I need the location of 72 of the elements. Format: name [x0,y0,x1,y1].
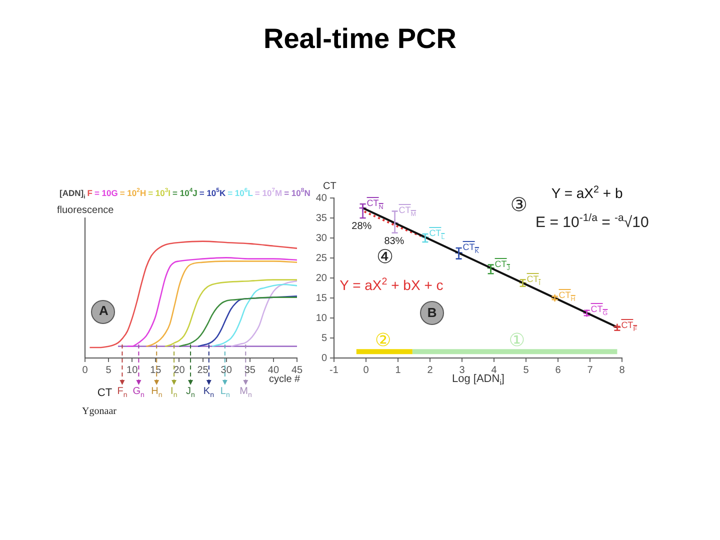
text: = 10$^{4}$J [172,188,198,198]
y-tick-label: 0 [321,352,328,364]
text: = 10$^{2}$H [120,188,146,198]
ref-line-label: J$_{n}$ [186,386,195,399]
x-tick-label: 0 [82,364,88,376]
x-tick-label: 1 [395,364,402,376]
text: F [87,188,92,198]
x-tick-label: 25 [197,364,209,376]
y-tick-label: 10 [316,312,328,324]
ref-line-label: M$_{n}$ [240,386,252,399]
series-label: CT$_{F}$ [621,320,638,334]
series-label: CT$_{G}$ [590,304,608,318]
series-label: CT$_{H}$ [558,290,576,304]
text: CT [97,386,112,400]
series-label: ② [374,330,392,350]
annotation: 28% [352,220,372,232]
annotation: ③ [510,195,528,217]
text: Real-time PCR [264,23,456,56]
x-tick-label: 0 [363,364,370,376]
x-tick-label: 7 [587,364,594,376]
text: Ygonaar [82,406,116,418]
x-tick-label: 20 [174,364,186,376]
ref-line-label: L$_{n}$ [220,386,230,399]
annotation: ④ [376,247,394,269]
y-tick-label: 35 [316,212,328,224]
y-axis-title: fluorescence [57,205,114,216]
text: = 10$^{8}$N [284,188,310,198]
y-tick-label: 15 [316,292,328,304]
ref-line-label: K$_{n}$ [203,386,214,399]
ref-line-label: G$_{n}$ [132,386,144,399]
y-axis-title: CT [323,181,336,192]
x-tick-label: 3 [459,364,466,376]
x-tick-label: 35 [244,364,256,376]
series-label: CT$_{L}$ [429,228,445,241]
legend-title: [ADN]$_{i}$ [60,188,86,201]
series-label: ① [508,330,526,350]
x-tick-label: -1 [330,364,339,376]
x-tick-label: 10 [126,364,138,376]
x-tick-label: 8 [619,364,626,376]
ref-line-label: F$_{n}$ [117,386,128,399]
point [550,294,559,302]
text: Y = aX$^{2}$ + bX + c [340,276,444,294]
series-label: CT$_{I}$ [526,274,541,286]
text: = 10$^{3}$I [148,188,171,198]
x-tick-label: 5 [106,364,112,376]
text: = 10$^{6}$L [228,188,253,198]
x-tick-label: 45 [291,364,303,376]
annotation: E = 10$^{-1/a}$ = $^{-a}$√10 [536,212,649,231]
x-tick-label: 6 [555,364,562,376]
series-label: CT$_{M}$ [398,205,416,218]
text: = 10G [94,188,118,198]
y-tick-label: 20 [316,272,328,284]
y-tick-label: 5 [321,332,328,344]
series-label: CT$_{N}$ [366,198,384,211]
x-tick-label: 40 [268,364,280,376]
y-tick-label: 25 [316,252,328,264]
annotation: 83% [384,236,404,248]
annotation: A [98,303,108,319]
x-axis-title: cycle # [269,374,300,386]
y-tick-label: 30 [316,232,328,244]
y-tick-label: 40 [316,192,328,204]
text: = 10$^{7}$M [254,188,282,198]
text: Y = aX$^{2}$ + b [551,184,623,202]
x-tick-label: 5 [523,364,530,376]
ref-line-label: H$_{n}$ [151,386,162,399]
series-label: CT$_{K}$ [462,242,479,255]
annotation: B [427,304,437,321]
x-tick-label: 2 [427,364,434,376]
x-axis-title: Log [ADN$_{i}$] [452,373,504,388]
series-label: CT$_{J}$ [494,258,510,272]
text: = 10$^{5}$K [199,188,226,198]
ref-line-label: I$_{n}$ [170,386,178,399]
